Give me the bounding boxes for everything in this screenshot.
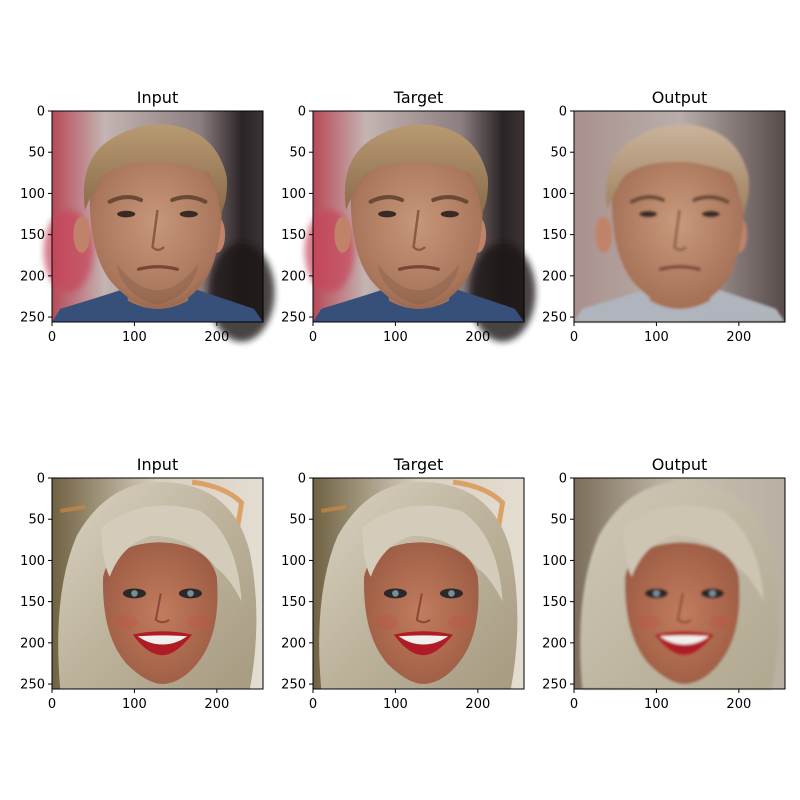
panel-target: Target 0 100 200 0 50 100 150 200 250: [281, 88, 536, 345]
y-tick-label: 250: [542, 678, 567, 693]
y-tick-label: 100: [281, 554, 306, 569]
y-tick-label: 250: [281, 311, 306, 326]
y-tick-label: 250: [542, 311, 567, 326]
axes-frame: [312, 110, 525, 323]
axes-frame: [51, 110, 264, 323]
y-tick-label: 50: [289, 513, 306, 528]
panel-title: Target: [393, 88, 444, 107]
x-tick-label: 200: [726, 330, 751, 345]
face-image-man: [43, 111, 275, 342]
x-tick-label: 100: [122, 330, 147, 345]
y-tick-label: 100: [20, 187, 45, 202]
x-tick-label: 200: [204, 330, 229, 345]
x-tick-label: 200: [465, 697, 490, 712]
y-tick-label: 150: [20, 595, 45, 610]
x-tick-label: 0: [48, 330, 56, 345]
y-tick-label: 50: [289, 146, 306, 161]
panel-output: Output 0 100 200 0 50 100 150 200 250: [542, 455, 786, 712]
x-tick-label: 0: [48, 697, 56, 712]
axes-frame: [312, 477, 525, 690]
panel-output: Output 0 100 200 0 50 100 150 200 250: [542, 88, 786, 345]
y-tick-label: 50: [550, 146, 567, 161]
panel-target: Target 0 100 200 0 50 100 150 200 250: [281, 455, 525, 712]
row-2: Input 0 100 200 0 50 100 150 200 250 Target 0 100 200…: [20, 455, 786, 712]
y-tick-label: 0: [37, 105, 45, 120]
y-tick-label: 150: [542, 595, 567, 610]
panel-title: Input: [137, 88, 178, 107]
panel-input: Input 0 100 200 0 50 100 150 200 250: [20, 455, 264, 712]
face-image-man: [304, 111, 536, 342]
y-tick-label: 150: [20, 228, 45, 243]
y-tick-label: 100: [20, 554, 45, 569]
y-tick-label: 50: [28, 146, 45, 161]
y-tick-label: 100: [542, 554, 567, 569]
y-tick-label: 200: [542, 269, 567, 284]
x-tick-label: 100: [644, 697, 669, 712]
face-image-man: [574, 111, 785, 322]
y-tick-label: 0: [298, 105, 306, 120]
x-tick-label: 100: [122, 697, 147, 712]
y-tick-label: 100: [542, 187, 567, 202]
face-image-woman: [52, 478, 263, 689]
face-image-woman: [313, 478, 524, 689]
x-tick-label: 0: [309, 330, 317, 345]
x-tick-label: 0: [309, 697, 317, 712]
panel-title: Input: [137, 455, 178, 474]
y-tick-label: 50: [550, 513, 567, 528]
axes-frame: [573, 110, 786, 323]
x-tick-label: 0: [570, 697, 578, 712]
y-tick-label: 0: [298, 472, 306, 487]
panel-title: Target: [393, 455, 444, 474]
y-tick-label: 150: [542, 228, 567, 243]
panel-title: Output: [652, 455, 708, 474]
y-tick-label: 250: [20, 678, 45, 693]
y-tick-label: 50: [28, 513, 45, 528]
x-tick-label: 100: [644, 330, 669, 345]
row-1: Input 0 100 200 0 50 100 150 200 250 Target 0 100 200…: [20, 88, 786, 345]
face-image-woman: [574, 478, 785, 689]
x-tick-label: 200: [465, 330, 490, 345]
y-tick-label: 200: [281, 636, 306, 651]
y-tick-label: 200: [281, 269, 306, 284]
x-tick-label: 200: [204, 697, 229, 712]
x-tick-label: 100: [383, 697, 408, 712]
x-tick-label: 200: [726, 697, 751, 712]
panel-input: Input 0 100 200 0 50 100 150 200 250: [20, 88, 275, 345]
y-tick-label: 150: [281, 228, 306, 243]
x-tick-label: 100: [383, 330, 408, 345]
y-tick-label: 200: [542, 636, 567, 651]
axes-frame: [51, 477, 264, 690]
y-tick-label: 200: [20, 269, 45, 284]
y-tick-label: 0: [559, 105, 567, 120]
y-tick-label: 0: [559, 472, 567, 487]
panel-title: Output: [652, 88, 708, 107]
axes-frame: [573, 477, 786, 690]
y-tick-label: 250: [20, 311, 45, 326]
y-tick-label: 250: [281, 678, 306, 693]
x-tick-label: 0: [570, 330, 578, 345]
y-tick-label: 150: [281, 595, 306, 610]
y-tick-label: 200: [20, 636, 45, 651]
y-tick-label: 100: [281, 187, 306, 202]
y-tick-label: 0: [37, 472, 45, 487]
